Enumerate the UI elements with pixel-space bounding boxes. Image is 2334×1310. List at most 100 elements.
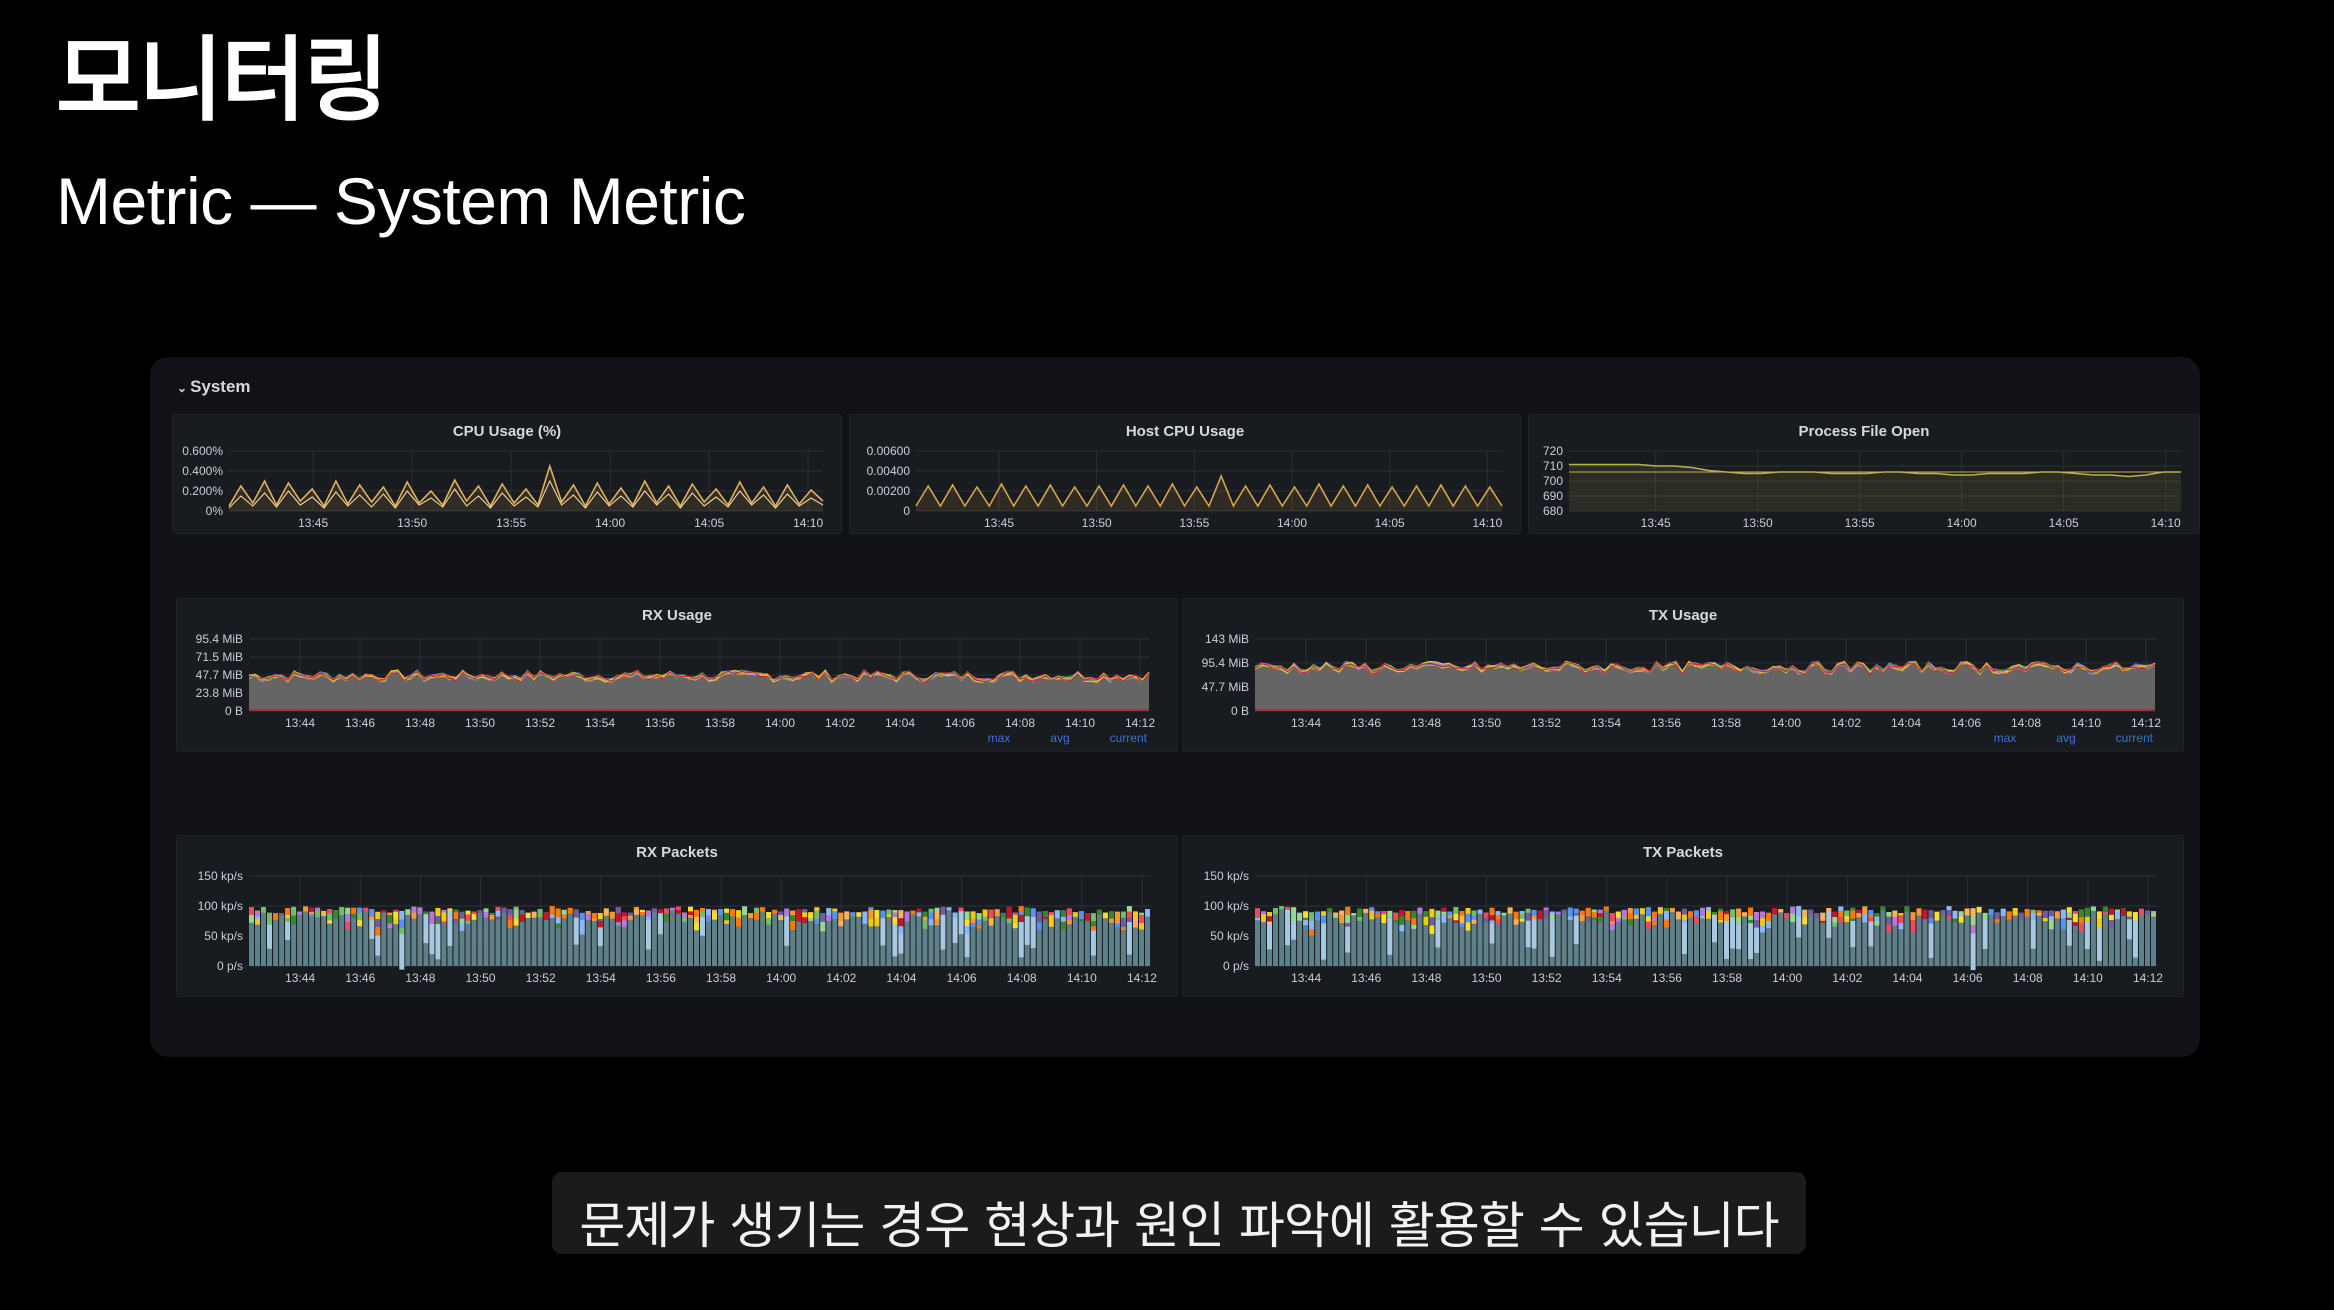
panel-process-file-open[interactable]: Process File Open 720 710 700 690 680 13:45 13… [1528,414,2200,534]
packet-bar-segment [2132,912,2138,921]
packet-bar-segment [1309,929,1315,936]
packet-bar-segment [2102,912,2108,915]
chart-rx-usage[interactable]: 95.4 MiB 71.5 MiB 47.7 MiB 23.8 MiB 0 B 13:44… [177,599,1179,751]
packet-bar [694,909,699,966]
packet-bar [1694,910,1699,966]
panel-cpu-usage[interactable]: CPU Usage (%) 0.600% 0.400% 0.200% 0% 13:45 1… [172,414,842,534]
panel-title[interactable]: Process File Open [1798,423,1930,440]
chart-cpu-usage[interactable]: 0.600% 0.400% 0.200% 0% 13:45 13:50 13:55 14:00… [173,415,843,533]
packet-bar [2072,911,2078,966]
packet-bar-segment [1940,910,1946,914]
packet-bar-segment [1012,912,1018,915]
packet-bar-segment [1423,911,1429,914]
packet-bar [1363,908,1369,966]
packet-bar-segment [2018,917,2024,921]
packet-bar-segment [1489,907,1495,916]
chart-rx-packets[interactable]: 150 kp/s 100 kp/s 50 kp/s 0 p/s 13:44 13:46 13… [177,836,1179,996]
packet-bar-segment [1958,916,1964,923]
packet-bar [802,909,808,966]
packet-bar-segment [1399,916,1405,925]
x-tick-label: 14:12 [1127,971,1157,985]
packet-bar-segment [471,911,477,914]
packet-bar-segment [976,913,982,920]
legend-max[interactable]: max [987,731,1011,745]
packet-bar [1537,910,1543,966]
panel-rx-usage[interactable]: RX Usage max avg current 95.4 MiB 71.5 Mi… [176,598,1178,752]
packet-bar-segment [1060,910,1066,917]
packet-bar-segment [609,911,615,919]
packet-bar [1501,912,1507,966]
packet-bar-segment [916,908,922,913]
packet-bar-segment [886,909,892,915]
packet-bar-segment [802,917,808,924]
packet-bar [2006,911,2012,966]
x-tick-label: 14:02 [826,971,856,985]
packet-bar [2145,910,2150,966]
legend-current[interactable]: current [2115,731,2153,745]
packet-bar-segment [1066,919,1072,925]
packet-bar [1597,909,1603,966]
packet-bar-segment [988,922,994,926]
panel-title[interactable]: RX Packets [636,844,718,861]
packet-bar-segment [585,914,591,920]
packet-bar-segment [1139,923,1144,930]
packet-bar-segment [1952,910,1958,919]
panel-title[interactable]: RX Usage [641,607,713,624]
row-title: System [190,377,251,396]
packet-bar [1012,912,1018,966]
panel-host-cpu-usage[interactable]: Host CPU Usage 0.00600 0.00400 0.00200 0 13:… [849,414,1521,534]
panel-title[interactable]: Host CPU Usage [1125,423,1245,440]
packet-bar-segment [790,910,796,916]
packet-bar-segment [1327,908,1333,912]
packet-bar [1102,912,1108,966]
packet-bar-segment [471,914,477,920]
y-tick-label: 50 kp/s [204,929,243,943]
packet-bar-segment [2096,927,2102,961]
panel-title[interactable]: CPU Usage (%) [452,423,562,440]
x-tick-label: 13:56 [1652,971,1682,985]
panel-title[interactable]: TX Packets [1642,844,1724,861]
packet-bar-segment [886,914,892,918]
packet-bar [928,908,934,966]
packet-bar [669,907,675,966]
packet-bar-segment [1681,908,1687,915]
x-tick-label: 14:06 [945,716,975,730]
packet-bar-segment [1724,911,1729,915]
packet-bar-segment [1675,911,1681,920]
packet-bar-segment [700,911,705,917]
packet-bar-segment [1796,913,1802,917]
packet-bar [1633,908,1639,966]
row-header-system[interactable]: ⌄ System [177,377,251,397]
packet-bar-segment [651,908,657,912]
x-tick-label: 14:12 [1125,716,1155,730]
panel-rx-packets[interactable]: RX Packets 150 kp/s 100 kp/s 50 kp/s 0 p/s 1… [176,835,1178,997]
chevron-down-icon[interactable]: ⌄ [177,381,188,395]
packet-bar-segment [2108,914,2114,921]
legend-current[interactable]: current [1109,731,1147,745]
packet-bar-segment [958,911,964,935]
panel-tx-packets[interactable]: TX Packets 150 kp/s 100 kp/s 50 kp/s 0 p/s 1… [1182,835,2184,997]
series-line [228,479,824,509]
packet-bar-segment [2006,911,2012,920]
packet-bar-segment [1850,918,1856,921]
packet-bar-segment [453,919,459,924]
packet-bar-segment [297,911,303,915]
packet-bar-segment [621,920,627,927]
panel-tx-usage[interactable]: TX Usage max avg current 143 MiB 95.4 MiB… [1182,598,2184,752]
packet-bar-segment [1898,913,1904,916]
legend-avg[interactable]: avg [2056,731,2076,745]
chart-tx-usage[interactable]: 143 MiB 95.4 MiB 47.7 MiB 0 B 13:44 13:46 13:4… [1183,599,2185,751]
panel-title[interactable]: TX Usage [1648,607,1718,624]
packet-bar-segment [1657,907,1663,914]
legend-max[interactable]: max [1993,731,2017,745]
packet-bar-segment [1042,911,1048,917]
packet-bar-segment [892,910,898,913]
legend-avg[interactable]: avg [1050,731,1070,745]
packet-bar-segment [393,909,399,912]
chart-tx-packets[interactable]: 150 kp/s 100 kp/s 50 kp/s 0 p/s 13:44 13:46 13… [1183,836,2185,996]
chart-host-cpu-usage[interactable]: 0.00600 0.00400 0.00200 0 13:45 13:50 13:55 14:… [850,415,1522,533]
y-tick-label: 0 B [225,704,243,718]
packet-bar-segment [393,918,399,925]
packet-bar-segment [1892,910,1898,917]
